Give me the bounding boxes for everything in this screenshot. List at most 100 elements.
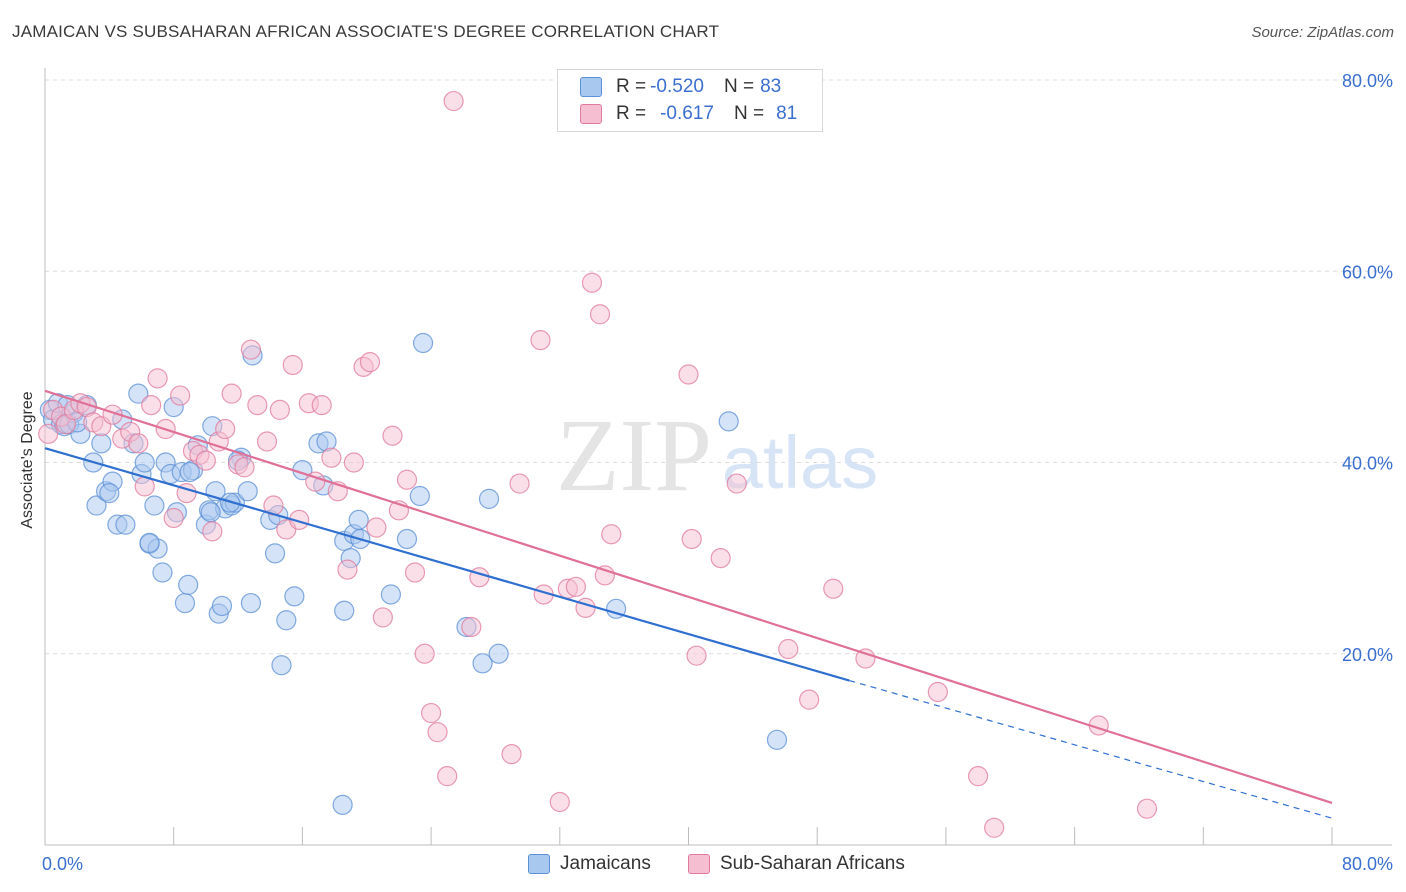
subsaharan-point bbox=[215, 418, 236, 440]
subsaharan-point bbox=[170, 385, 191, 406]
subsaharan-point bbox=[678, 364, 699, 385]
jamaican-point bbox=[766, 729, 788, 750]
jamaican-point bbox=[276, 610, 297, 631]
legend-r-value: -0.617 bbox=[660, 103, 714, 124]
jamaican-point bbox=[380, 584, 401, 605]
subsaharan-point bbox=[581, 272, 603, 293]
jamaican-point bbox=[240, 592, 262, 614]
subsaharan-point bbox=[359, 351, 381, 373]
legend-r-value: -0.520 bbox=[650, 76, 704, 97]
subsaharan-point bbox=[366, 517, 387, 538]
jamaican-point bbox=[211, 595, 233, 617]
jamaican-point bbox=[409, 485, 430, 507]
jamaican-point bbox=[134, 452, 155, 473]
subsaharan-point bbox=[372, 607, 393, 628]
subsaharan-point bbox=[269, 399, 290, 421]
bottom-legend-jamaicans: Jamaicans bbox=[528, 851, 651, 877]
jamaican-point bbox=[264, 543, 286, 564]
jamaican-point bbox=[237, 481, 258, 502]
subsaharan-point bbox=[163, 507, 184, 529]
legend-row-subsaharan: R = -0.617 N = 81 bbox=[580, 102, 797, 126]
subsaharan-point bbox=[726, 473, 747, 494]
jamaican-point bbox=[99, 483, 120, 504]
y-tick-label: 40.0% bbox=[1342, 454, 1393, 474]
legend-r-label: R = bbox=[616, 76, 647, 97]
legend-n-label: N = bbox=[723, 76, 755, 97]
subsaharan-points bbox=[38, 90, 1158, 838]
subsaharan-point bbox=[256, 431, 278, 452]
correlation-legend: R = -0.520 N = 83 R = -0.617 N = 81 bbox=[557, 69, 823, 132]
subsaharan-point bbox=[38, 423, 59, 444]
subsaharan-point bbox=[382, 425, 403, 446]
subsaharan-point bbox=[311, 395, 332, 416]
source-credit: Source: ZipAtlas.com bbox=[1251, 24, 1394, 41]
jamaican-point bbox=[139, 532, 160, 553]
subsaharan-point bbox=[234, 457, 255, 478]
y-tick-label: 80.0% bbox=[1342, 71, 1393, 91]
subsaharan-point bbox=[927, 681, 948, 703]
legend-n-value: 83 bbox=[760, 76, 782, 97]
subsaharan-point bbox=[575, 597, 596, 618]
jamaican-point bbox=[128, 383, 149, 404]
jamaican-point bbox=[478, 488, 500, 509]
subsaharan-point bbox=[343, 452, 364, 473]
subsaharan-point bbox=[549, 791, 570, 813]
jamaican-point bbox=[334, 600, 355, 621]
subsaharan-point bbox=[530, 330, 551, 351]
subsaharan-point bbox=[799, 689, 820, 710]
jamaican-point bbox=[348, 509, 369, 530]
bottom-legend-swatch-pink bbox=[688, 854, 710, 874]
watermark-atlas: atlas bbox=[722, 421, 878, 504]
jamaican-point bbox=[91, 433, 112, 454]
subsaharan-point bbox=[337, 559, 358, 580]
subsaharan-point bbox=[147, 368, 168, 389]
jamaican-point bbox=[396, 528, 418, 550]
subsaharan-point bbox=[404, 562, 426, 583]
subsaharan-point bbox=[855, 648, 876, 669]
subsaharan-point bbox=[141, 395, 162, 416]
jamaican-point bbox=[200, 502, 221, 523]
jamaican-point bbox=[718, 411, 739, 432]
bottom-legend-subsaharan: Sub-Saharan Africans bbox=[688, 851, 905, 877]
subsaharan-point bbox=[247, 395, 268, 416]
jamaican-point bbox=[284, 586, 305, 607]
jamaican-point bbox=[144, 495, 165, 516]
subsaharan-point bbox=[195, 450, 216, 471]
subsaharan-point bbox=[565, 576, 586, 597]
watermark-zip: ZIP bbox=[556, 398, 712, 513]
jamaican-point bbox=[332, 794, 353, 815]
y-tick-label: 60.0% bbox=[1342, 262, 1393, 282]
jamaican-point bbox=[179, 461, 200, 483]
subsaharan-point bbox=[778, 638, 799, 660]
subsaharan-point bbox=[509, 473, 530, 494]
jamaican-point bbox=[174, 592, 196, 614]
subsaharan-point bbox=[823, 578, 844, 599]
subsaharan-point bbox=[461, 616, 482, 638]
subsaharan-point bbox=[396, 469, 418, 490]
subsaharan-point bbox=[437, 766, 458, 787]
subsaharan-point bbox=[967, 766, 989, 787]
subsaharan-point bbox=[443, 90, 464, 112]
subsaharan-point bbox=[681, 528, 702, 550]
subsaharan-point bbox=[240, 339, 262, 360]
x-tick-label-max: 80.0% bbox=[1342, 854, 1393, 874]
jamaicans-trend-extension bbox=[849, 679, 1333, 819]
subsaharan-point bbox=[501, 744, 522, 765]
tick-labels: 20.0% 40.0% 60.0% 80.0% 0.0% 80.0% bbox=[42, 71, 1393, 874]
watermark: ZIP atlas bbox=[556, 398, 878, 513]
subsaharan-point bbox=[427, 722, 448, 743]
subsaharan-point bbox=[601, 524, 622, 545]
subsaharan-point bbox=[202, 521, 223, 542]
subsaharan-point bbox=[414, 643, 435, 664]
legend-n-value: 81 bbox=[776, 103, 798, 124]
subsaharan-point bbox=[221, 383, 242, 404]
subsaharan-point bbox=[282, 354, 303, 376]
legend-swatch-blue bbox=[580, 77, 602, 97]
subsaharan-point bbox=[710, 548, 731, 569]
trend-lines bbox=[44, 389, 1333, 819]
jamaican-point bbox=[86, 495, 107, 516]
legend-row-jamaicans: R = -0.520 N = 83 bbox=[580, 75, 781, 99]
subsaharan-point bbox=[589, 304, 611, 325]
subsaharan-point bbox=[321, 447, 342, 468]
